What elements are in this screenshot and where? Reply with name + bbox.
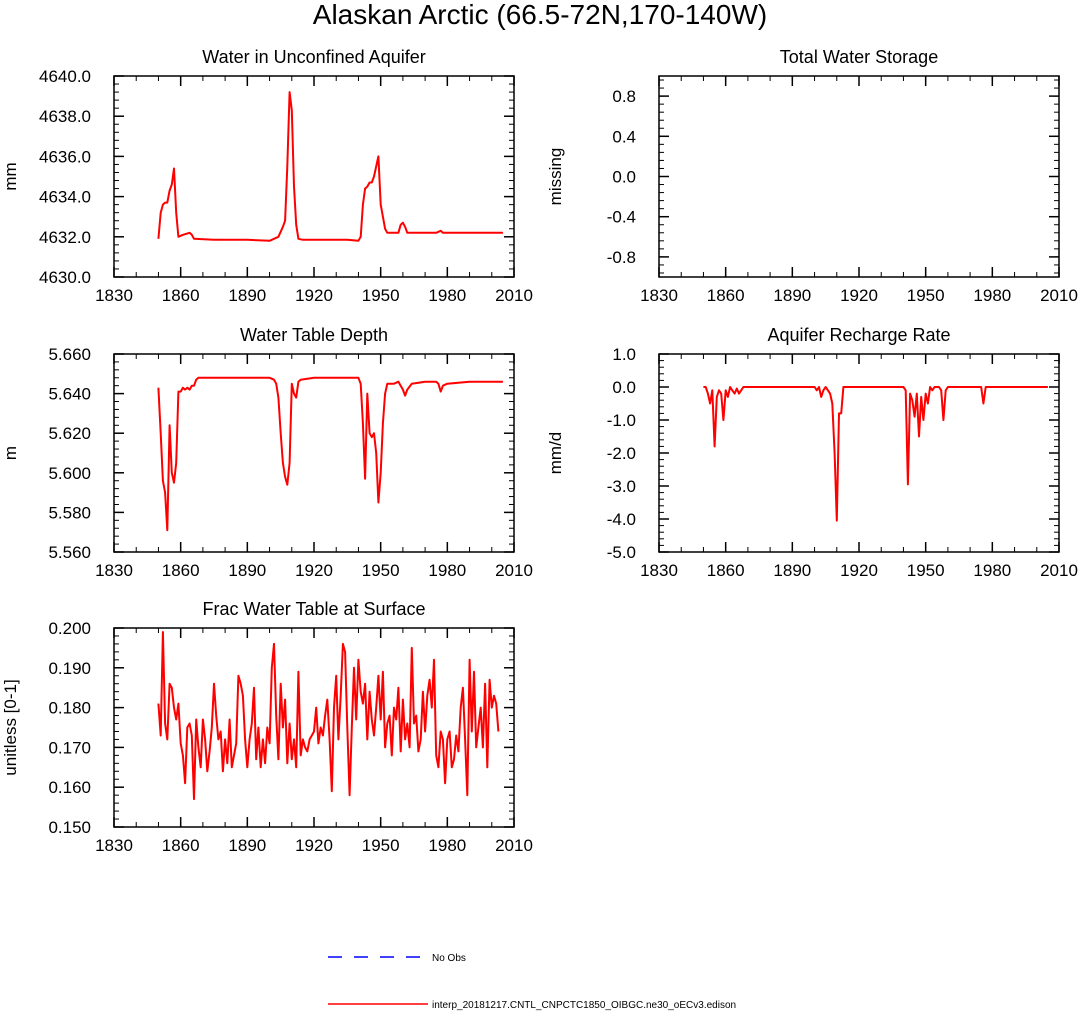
y-tick-label: 0.160: [48, 778, 91, 797]
x-tick-label: 1980: [973, 286, 1011, 305]
x-tick-label: 1830: [95, 836, 133, 855]
y-tick-label: 0.190: [48, 659, 91, 678]
panel-title: Water Table Depth: [240, 325, 388, 345]
y-tick-label: 0.0: [612, 378, 636, 397]
y-tick-label: 5.660: [48, 345, 91, 364]
legend: No Obs interp_20181217.CNTL_CNPCTC1850_O…: [328, 953, 736, 1011]
x-tick-label: 1980: [973, 561, 1011, 580]
y-tick-label: 4638.0: [39, 107, 91, 126]
y-tick-label: 0.150: [48, 818, 91, 837]
y-tick-label: 5.600: [48, 464, 91, 483]
y-axis-label: unitless [0-1]: [1, 679, 20, 775]
x-tick-label: 1920: [295, 836, 333, 855]
panel-total-water-storage: Total Water Storage 1830 1860 1890 1920 1950 1…: [546, 47, 1078, 305]
y-axis-label: mm/d: [546, 432, 565, 475]
y-tick-label: 0.4: [612, 127, 636, 146]
y-tick-label: -0.8: [607, 248, 636, 267]
y-tick-label: 1.0: [612, 345, 636, 364]
x-tick-label: 1950: [907, 286, 945, 305]
x-tick-label: 1830: [640, 561, 678, 580]
x-tick-label: 1980: [428, 286, 466, 305]
panel-water-in-unconfined-aquifer: Water in Unconfined Aquifer 1830 1860 1890 1…: [1, 47, 533, 305]
x-tick-label: 1920: [295, 286, 333, 305]
panel-title: Aquifer Recharge Rate: [767, 325, 950, 345]
x-tick-label: 1950: [362, 561, 400, 580]
x-tick-label: 1890: [773, 286, 811, 305]
x-tick-label: 1860: [707, 561, 745, 580]
x-tick-label: 1890: [228, 836, 266, 855]
x-tick-label: 1890: [228, 561, 266, 580]
y-tick-label: 0.170: [48, 738, 91, 757]
panel-water-table-depth: Water Table Depth 1830 1860 1890 1920 1950 198…: [1, 325, 533, 580]
y-tick-label: 0.8: [612, 87, 636, 106]
y-tick-label: -2.0: [607, 444, 636, 463]
x-tick-label: 1950: [362, 286, 400, 305]
x-tick-label: 1860: [162, 286, 200, 305]
y-tick-label: 5.560: [48, 543, 91, 562]
x-tick-label: 1890: [228, 286, 266, 305]
y-tick-label: 4632.0: [39, 228, 91, 247]
x-tick-label: 1860: [707, 286, 745, 305]
y-tick-label: 4636.0: [39, 147, 91, 166]
y-axis-label: m: [1, 446, 20, 460]
series-line: [157, 91, 503, 242]
x-tick-label: 1860: [162, 836, 200, 855]
x-tick-label: 1830: [95, 286, 133, 305]
x-tick-label: 1860: [162, 561, 200, 580]
x-tick-label: 2010: [1040, 561, 1078, 580]
x-tick-label: 1920: [840, 286, 878, 305]
x-tick-label: 1920: [840, 561, 878, 580]
series-line: [157, 631, 500, 801]
panels: Water in Unconfined Aquifer 1830 1860 1890 1…: [1, 47, 1078, 855]
x-tick-label: 1980: [428, 561, 466, 580]
legend-obs-label: No Obs: [432, 953, 466, 964]
x-tick-label: 2010: [495, 561, 533, 580]
y-tick-label: -3.0: [607, 477, 636, 496]
x-tick-label: 1920: [295, 561, 333, 580]
plot-frame: [658, 75, 1060, 278]
x-tick-label: 2010: [1040, 286, 1078, 305]
x-tick-label: 1950: [362, 836, 400, 855]
y-tick-label: -5.0: [607, 543, 636, 562]
x-tick-label: 1830: [95, 561, 133, 580]
y-tick-label: 5.580: [48, 503, 91, 522]
series-line: [703, 386, 1048, 522]
figure-title: Alaskan Arctic (66.5-72N,170-140W): [313, 0, 767, 30]
panel-title: Total Water Storage: [780, 47, 938, 67]
y-tick-label: 0.0: [612, 168, 636, 187]
series-line: [157, 376, 503, 532]
panel-frac-water-table-at-surface: Frac Water Table at Surface 1830 1860 1890 1…: [1, 599, 533, 855]
y-tick-label: 5.620: [48, 424, 91, 443]
x-tick-label: 1950: [907, 561, 945, 580]
y-axis-label: missing: [546, 148, 565, 206]
y-tick-label: 4634.0: [39, 188, 91, 207]
y-tick-label: 0.200: [48, 619, 91, 638]
y-tick-label: 0.180: [48, 699, 91, 718]
y-tick-label: -4.0: [607, 510, 636, 529]
y-tick-label: -0.4: [607, 208, 636, 227]
x-tick-label: 1890: [773, 561, 811, 580]
x-tick-label: 2010: [495, 286, 533, 305]
y-axis-label: mm: [1, 162, 20, 190]
x-tick-label: 1830: [640, 286, 678, 305]
x-tick-label: 1980: [428, 836, 466, 855]
panel-aquifer-recharge-rate: Aquifer Recharge Rate 1830 1860 1890 1920 195…: [546, 325, 1078, 580]
panel-title: Water in Unconfined Aquifer: [202, 47, 425, 67]
panel-title: Frac Water Table at Surface: [202, 599, 425, 619]
y-tick-label: 4630.0: [39, 268, 91, 287]
y-tick-label: 5.640: [48, 385, 91, 404]
y-tick-label: 4640.0: [39, 67, 91, 86]
x-tick-label: 2010: [495, 836, 533, 855]
plot-frame: [658, 353, 1060, 553]
legend-model-label: interp_20181217.CNTL_CNPCTC1850_OIBGC.ne…: [432, 1000, 736, 1011]
y-tick-label: -1.0: [607, 411, 636, 430]
